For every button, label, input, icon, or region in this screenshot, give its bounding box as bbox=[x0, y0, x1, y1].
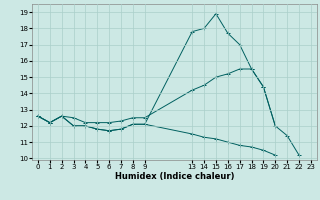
X-axis label: Humidex (Indice chaleur): Humidex (Indice chaleur) bbox=[115, 172, 234, 181]
